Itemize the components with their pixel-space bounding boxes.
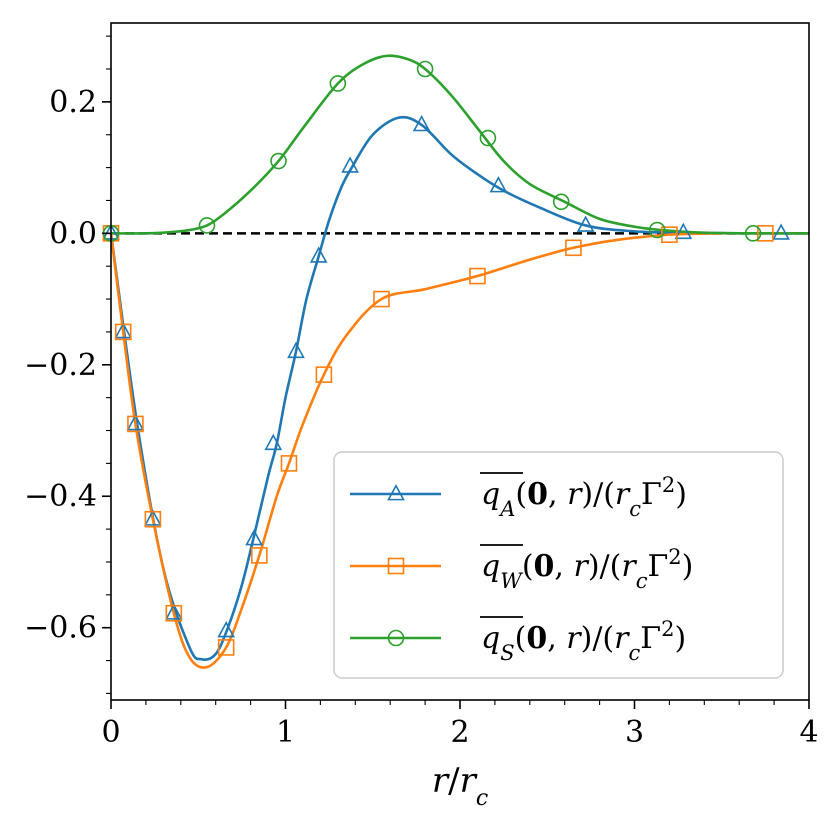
data-point-circle xyxy=(329,75,347,92)
y-tick-label: −0.6 xyxy=(24,611,97,646)
data-point-triangle xyxy=(489,176,508,193)
legend: qA(0, r)/(rcΓ2) qW(0, r)/(rcΓ2) qS(0, r)/(… xyxy=(333,451,784,679)
data-point-circle xyxy=(198,217,216,234)
series-markers-layer xyxy=(102,60,790,656)
legend-marker-triangle xyxy=(387,484,405,501)
data-point-square xyxy=(661,226,678,243)
legend-marker-circle xyxy=(387,629,405,647)
y-tick-label: −0.2 xyxy=(24,348,97,383)
data-point-triangle xyxy=(772,223,790,240)
data-point-square xyxy=(757,225,774,242)
x-tick-label: 2 xyxy=(450,715,469,750)
data-point-triangle xyxy=(114,321,133,339)
series-lines-layer xyxy=(109,54,810,669)
y-tick-label: −0.4 xyxy=(24,479,97,514)
data-point-triangle xyxy=(164,603,183,620)
legend-marker-square xyxy=(387,557,405,575)
data-point-square xyxy=(315,366,333,383)
data-point-circle xyxy=(479,129,497,147)
x-ticks-layer: 0 1 2 3 4 xyxy=(101,700,819,750)
series-line-triangle xyxy=(109,115,809,661)
series-line-square xyxy=(109,231,809,669)
legend-label: qA(0, r)/(rcΓ2) xyxy=(481,473,687,521)
y-ticks-layer: 0.2 0.0 −0.2 −0.4 −0.6 xyxy=(24,35,111,694)
legend-box xyxy=(333,451,784,679)
data-point-square xyxy=(280,455,298,472)
data-point-circle xyxy=(552,193,570,211)
data-point-square xyxy=(565,239,582,257)
x-axis-title: r/rc xyxy=(432,761,488,811)
data-point-square xyxy=(217,639,235,656)
data-point-circle xyxy=(270,152,287,170)
data-point-triangle xyxy=(674,222,693,240)
data-point-triangle xyxy=(264,433,283,451)
data-point-square xyxy=(114,323,132,341)
x-tick-label: 0 xyxy=(101,715,120,750)
data-point-triangle xyxy=(576,215,595,232)
x-tick-label: 1 xyxy=(276,715,295,750)
legend-label: qW(0, r)/(rcΓ2) xyxy=(481,545,693,593)
x-tick-label: 4 xyxy=(799,715,818,750)
data-point-triangle xyxy=(126,414,145,431)
x-tick-label: 3 xyxy=(625,715,644,750)
data-point-square xyxy=(165,604,183,622)
data-point-triangle xyxy=(144,509,162,526)
data-point-square xyxy=(469,267,486,285)
data-point-circle xyxy=(648,221,666,239)
legend-label: qS(0, r)/(rcΓ2) xyxy=(481,617,686,665)
data-point-circle xyxy=(744,225,762,242)
legend-entries: qA(0, r)/(rcΓ2) qW(0, r)/(rcΓ2) qS(0, r)/(… xyxy=(350,472,693,665)
data-point-square xyxy=(127,415,144,433)
data-point-triangle xyxy=(309,246,328,263)
series-line-circle xyxy=(110,54,810,235)
data-point-circle xyxy=(416,60,434,78)
data-point-triangle xyxy=(217,621,236,638)
data-point-triangle xyxy=(287,341,305,359)
data-point-triangle xyxy=(412,114,431,132)
data-point-square xyxy=(373,290,390,308)
y-tick-label: 0.0 xyxy=(49,216,97,251)
data-point-square xyxy=(251,547,268,564)
y-tick-label: 0.2 xyxy=(49,85,97,120)
data-point-triangle xyxy=(245,529,263,546)
data-point-square xyxy=(144,510,162,528)
data-point-triangle xyxy=(341,156,359,173)
